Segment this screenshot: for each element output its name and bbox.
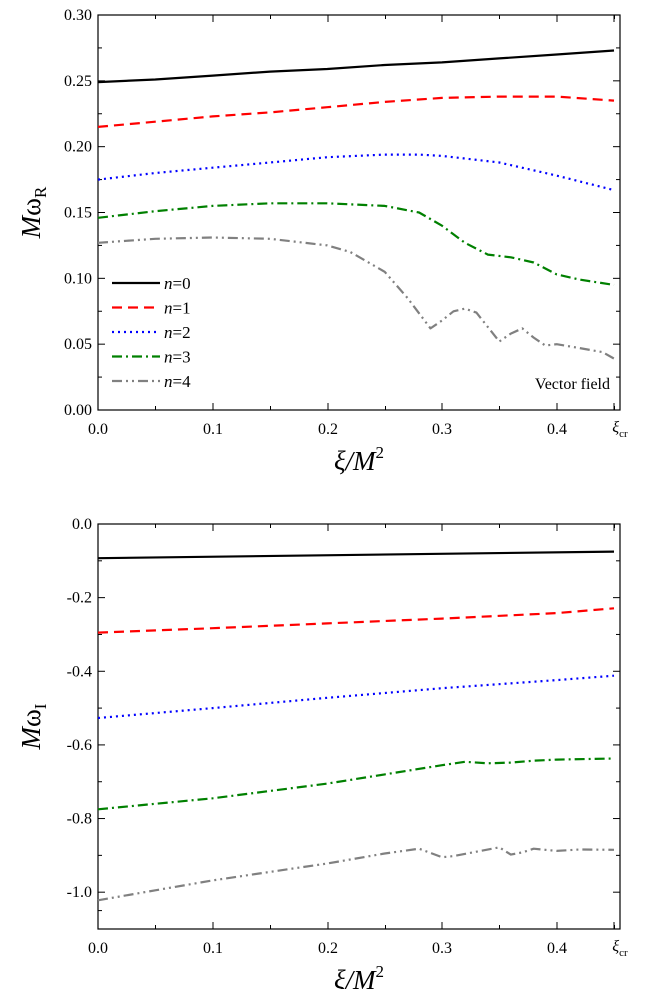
y-tick-label: 0.25 — [64, 73, 92, 90]
y-tick-label: -0.6 — [67, 737, 92, 754]
y-tick-label: 0.05 — [64, 336, 92, 353]
annotation-vector-field: Vector field — [535, 376, 610, 393]
x-tick-label: ξcr — [612, 419, 628, 440]
x-tick-label: 0.2 — [318, 421, 338, 438]
series-line-n4 — [98, 847, 614, 900]
plot-frame — [98, 524, 620, 929]
x-tick-label: 0.0 — [88, 421, 108, 438]
x-axis-label: ξ/M2 — [334, 443, 384, 476]
x-axis-label: ξ/M2 — [334, 962, 384, 989]
y-tick-label: 0.20 — [64, 139, 92, 156]
legend-label: n=3 — [164, 348, 191, 367]
y-tick-label: 0.15 — [64, 205, 92, 222]
y-tick-label: -0.8 — [67, 811, 92, 828]
y-tick-label: -1.0 — [67, 884, 92, 901]
series-line-n0 — [98, 552, 614, 559]
series-line-n1 — [98, 97, 614, 127]
legend-label: n=0 — [164, 274, 191, 293]
x-tick-label: 0.4 — [547, 421, 567, 438]
chart-panel-1: 0.00 0.05 0.10 0.15 0.20 0.25 0.30 0.0 0.1 0.2 0.3… — [16, 7, 628, 476]
y-axis-label: MωR — [16, 186, 50, 239]
series-line-n2 — [98, 676, 614, 718]
y-tick-label: 0.30 — [64, 7, 92, 24]
y-tick-label: 0.10 — [64, 270, 92, 287]
y-tick-label: -0.4 — [67, 663, 92, 680]
legend-label: n=4 — [164, 372, 191, 391]
x-tick-label: 0.2 — [318, 940, 338, 957]
series-line-n3 — [98, 203, 614, 285]
y-tick-label: 0.00 — [64, 402, 92, 419]
x-tick-label: 0.3 — [432, 421, 452, 438]
chart-panel-2: 0.0 -0.2 -0.4 -0.6 -0.8 -1.0 0.0 0.1 0.2 0.3 0.4 ξc… — [16, 516, 628, 989]
series-line-n1 — [98, 608, 614, 632]
legend-label: n=1 — [164, 299, 191, 318]
legend-label: n=2 — [164, 323, 191, 342]
x-tick-label: 0.4 — [547, 940, 567, 957]
y-tick-label: -0.2 — [67, 590, 92, 607]
x-tick-label: 0.1 — [203, 940, 223, 957]
y-tick-label: 0.0 — [72, 516, 92, 533]
y-axis-label: MωI — [16, 703, 50, 750]
series-line-n2 — [98, 155, 614, 191]
x-tick-label: ξcr — [612, 938, 628, 959]
x-tick-label: 0.3 — [432, 940, 452, 957]
series-line-n3 — [98, 759, 614, 810]
series-line-n0 — [98, 51, 614, 83]
x-tick-label: 0.0 — [88, 940, 108, 957]
x-tick-label: 0.1 — [203, 421, 223, 438]
